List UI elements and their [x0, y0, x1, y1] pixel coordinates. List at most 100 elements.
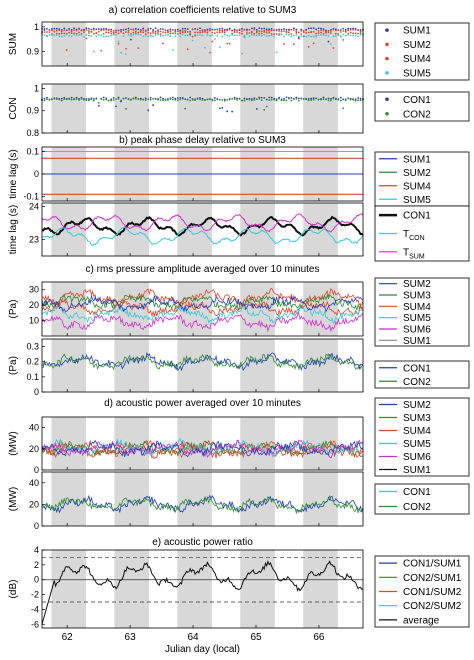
- data-point-con2: [241, 99, 243, 102]
- data-point-sum4: [255, 31, 258, 34]
- data-point-con2: [250, 99, 253, 102]
- data-point-sum1: [209, 27, 211, 30]
- data-point-con2: [171, 98, 174, 101]
- data-point-con1: [226, 110, 229, 113]
- data-point-sum2: [332, 28, 335, 31]
- data-point-sum5: [307, 34, 310, 37]
- axes-frame: [41, 416, 364, 471]
- data-point-sum2: [142, 29, 145, 32]
- y-tick-label: -4: [31, 604, 39, 614]
- data-point-sum5: [60, 35, 63, 38]
- data-point-con2: [181, 98, 184, 100]
- data-point-sum5: [184, 34, 187, 37]
- data-point-sum5: [191, 39, 194, 42]
- legend-box: [374, 360, 470, 389]
- data-point-sum4: [241, 32, 243, 35]
- data-point-sum5: [102, 35, 105, 38]
- data-point-con1: [134, 96, 137, 99]
- data-point-con2: [102, 99, 105, 101]
- data-point-sum4: [332, 47, 335, 49]
- data-point-sum1: [283, 28, 285, 30]
- data-point-con2: [63, 98, 66, 101]
- data-point-sum5: [152, 35, 155, 38]
- data-point-con1: [342, 98, 345, 101]
- panel-title: c) rms pressure amplitude averaged over …: [86, 264, 320, 275]
- data-point-con2: [194, 99, 196, 102]
- data-point-con2: [216, 97, 219, 100]
- data-point-sum4: [110, 32, 113, 35]
- night-band: [177, 550, 212, 628]
- data-point-sum5: [248, 35, 251, 38]
- data-point-sum5: [162, 34, 164, 37]
- data-point-sum5: [250, 33, 253, 36]
- data-point-sum1: [60, 29, 63, 31]
- data-point-sum2: [78, 28, 80, 31]
- legend-label: CON1: [403, 95, 431, 106]
- y-axis-label: (Pa): [8, 300, 19, 319]
- legend-label: SUM1: [403, 26, 431, 37]
- data-point-sum1: [327, 40, 330, 43]
- data-point-con1: [63, 96, 66, 99]
- data-point-con2: [129, 99, 132, 101]
- y-tick-label: 0.8: [26, 128, 39, 138]
- data-point-sum1: [169, 28, 172, 31]
- data-point-con2: [302, 98, 305, 100]
- series-line-average: [41, 560, 364, 625]
- data-point-sum4: [157, 32, 159, 34]
- data-point-sum5: [85, 33, 88, 36]
- data-point-con2: [179, 98, 182, 101]
- legend-label: CON1: [403, 363, 431, 374]
- data-point-sum4: [339, 31, 342, 33]
- data-point-sum5: [110, 34, 113, 37]
- legend-label: CON2: [403, 502, 431, 513]
- legend-d_sum: SUM2 SUM3 SUM4 SUM5 SUM6 SUM1: [374, 397, 470, 477]
- data-point-sum2: [184, 29, 187, 32]
- data-point-sum5: [154, 34, 157, 37]
- x-tick-label: 63: [125, 632, 137, 643]
- data-point-sum2: [112, 30, 115, 32]
- data-point-con1: [290, 97, 293, 99]
- y-tick-label: 1: [34, 22, 39, 32]
- data-point-sum1: [120, 28, 122, 31]
- data-point-sum4: [238, 32, 241, 34]
- data-point-con2: [213, 99, 216, 102]
- data-point-sum5: [147, 35, 150, 38]
- data-point-con1: [75, 96, 78, 99]
- data-point-sum5: [164, 34, 167, 37]
- data-point-con1: [80, 96, 83, 99]
- data-point-sum1: [43, 28, 46, 30]
- data-point-sum5: [315, 35, 317, 38]
- data-point-con2: [317, 98, 320, 101]
- data-point-con2: [147, 98, 150, 101]
- data-point-sum2: [238, 28, 241, 31]
- legend-label: SUM4: [403, 181, 431, 192]
- data-point-sum4: [134, 32, 137, 34]
- data-point-sum5: [290, 35, 293, 38]
- x-tick-label: 65: [250, 632, 262, 643]
- data-point-sum4: [317, 32, 320, 34]
- data-point-sum5: [43, 34, 46, 37]
- data-point-con2: [48, 98, 51, 101]
- series-line-con2: [41, 495, 364, 515]
- data-point-sum4: [186, 30, 189, 33]
- data-point-sum4: [100, 49, 103, 52]
- data-point-sum2: [102, 28, 105, 31]
- data-point-sum4: [310, 31, 313, 34]
- legend-label: SUM1: [403, 465, 431, 476]
- data-point-sum5: [92, 50, 95, 53]
- data-point-sum5: [231, 34, 234, 36]
- data-point-sum2: [189, 30, 192, 33]
- legend-label: SUM4: [403, 426, 431, 437]
- data-point-sum5: [283, 35, 285, 38]
- data-point-con1: [260, 96, 263, 99]
- data-point-sum2: [181, 30, 184, 32]
- data-point-con1: [265, 98, 268, 101]
- data-point-con2: [191, 98, 194, 101]
- data-point-sum4: [139, 31, 142, 33]
- data-point-sum2: [201, 30, 204, 32]
- data-point-sum2: [127, 29, 130, 32]
- data-point-sum2: [129, 28, 132, 31]
- night-band: [51, 84, 87, 133]
- data-point-con1: [236, 97, 238, 100]
